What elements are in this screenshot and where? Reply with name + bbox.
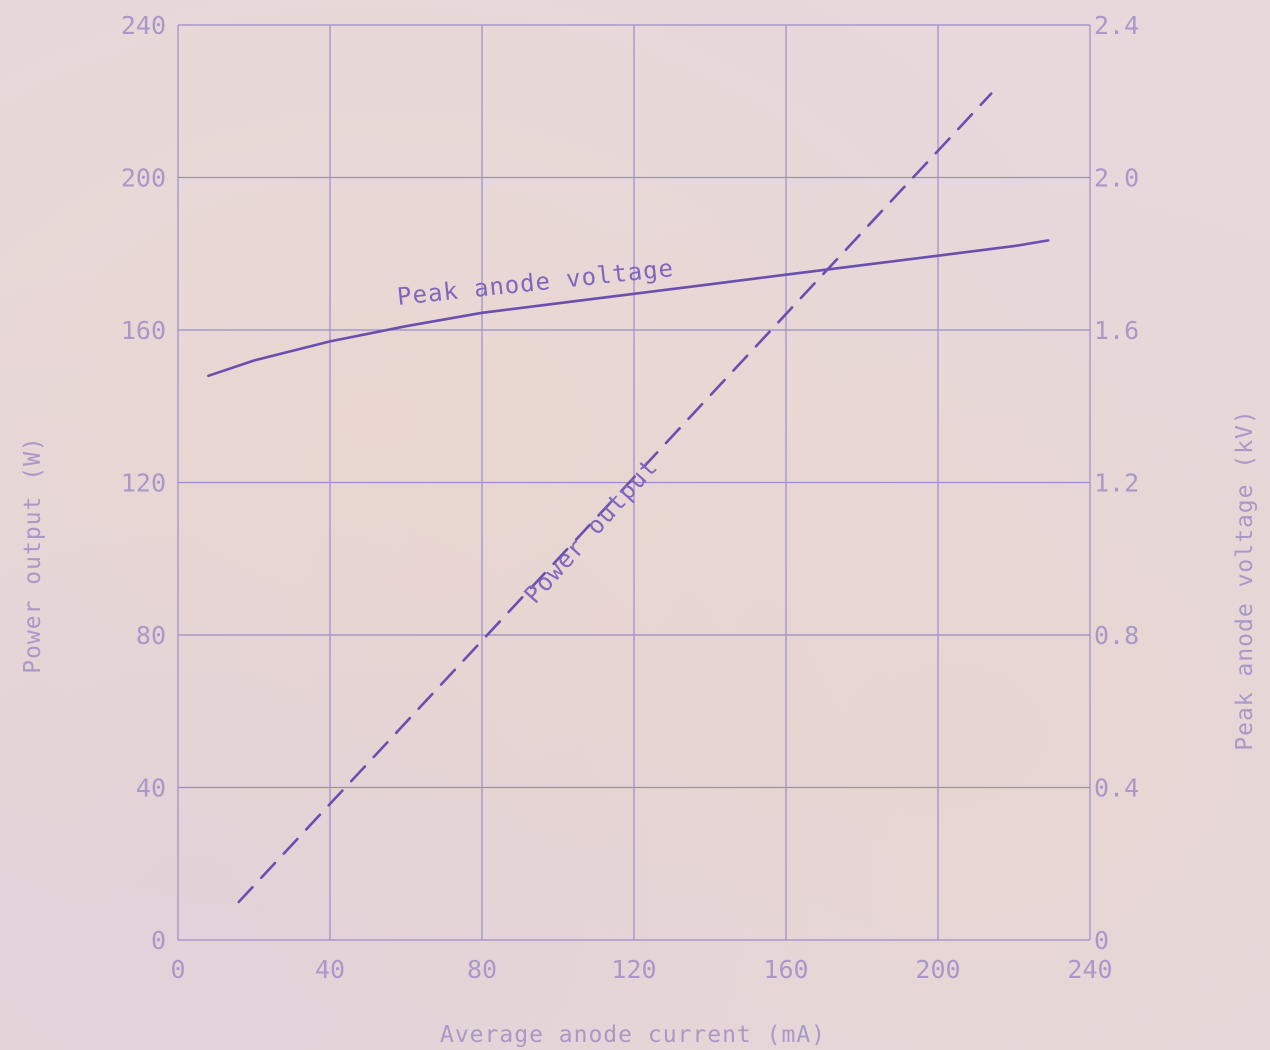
series-line-peak-anode-voltage: [207, 239, 1050, 378]
x-tick-label: 0: [170, 955, 185, 984]
series-label-power-output: Power output: [519, 453, 664, 610]
y-left-tick-label: 200: [121, 164, 166, 193]
y-right-tick-label: 0.4: [1094, 774, 1139, 803]
x-tick-label: 240: [1067, 955, 1112, 984]
tick-labels: 0 40 80 120 160 200 2400408012016020024000.40.…: [121, 11, 1139, 984]
x-tick-label: 80: [467, 955, 497, 984]
y-axis-title-right: Peak anode voltage (kV): [1232, 409, 1258, 751]
x-tick-label: 40: [315, 955, 345, 984]
x-axis-title: Average anode current (mA): [440, 1022, 826, 1048]
series-layer: [207, 92, 1050, 904]
y-left-tick-label: 160: [121, 316, 166, 345]
y-right-tick-label: 1.6: [1094, 316, 1139, 345]
x-tick-label: 160: [763, 955, 808, 984]
y-left-tick-label: 40: [136, 774, 166, 803]
grid: [177, 24, 1091, 941]
y-right-tick-label: 2.4: [1094, 11, 1139, 40]
y-left-tick-label: 0: [151, 926, 166, 955]
y-axis-title-left: Power output (W): [20, 436, 46, 674]
y-right-tick-label: 0: [1094, 926, 1109, 955]
y-right-tick-label: 2.0: [1094, 164, 1139, 193]
y-left-tick-label: 120: [121, 469, 166, 498]
y-left-tick-label: 80: [136, 621, 166, 650]
series-label-peak-anode-voltage: Peak anode voltage: [396, 254, 675, 311]
series-line-power-output: [237, 92, 993, 904]
x-tick-label: 200: [915, 955, 960, 984]
y-left-tick-label: 240: [121, 11, 166, 40]
y-right-tick-label: 0.8: [1094, 621, 1139, 650]
x-tick-label: 120: [611, 955, 656, 984]
y-right-tick-label: 1.2: [1094, 469, 1139, 498]
